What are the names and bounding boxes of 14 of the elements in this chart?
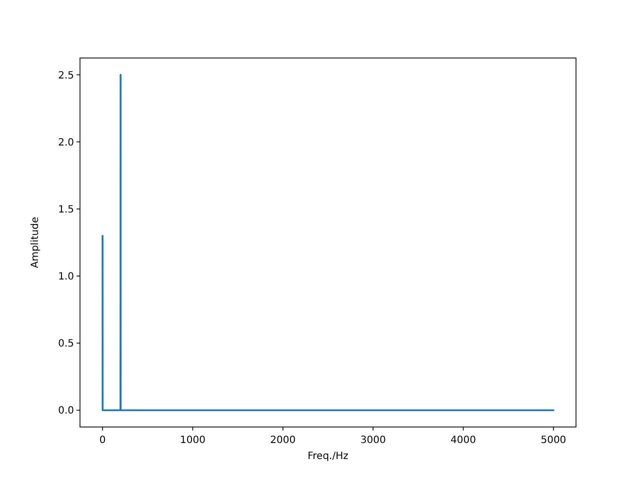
y-tick-label: 1.0 (58, 272, 74, 283)
x-axis-title: Freq./Hz (308, 451, 348, 462)
x-tick-label: 1000 (180, 435, 206, 446)
y-tick-label: 2.5 (58, 70, 74, 82)
x-tick-label: 2000 (270, 435, 296, 446)
y-tick-label: 0.5 (58, 338, 74, 350)
x-tick-label: 0 (99, 435, 106, 446)
x-tick-label: 4000 (450, 435, 476, 446)
x-tick-label: 3000 (360, 435, 386, 446)
y-tick-label: 0.0 (58, 406, 74, 417)
y-axis-title: Amplitude (30, 216, 41, 268)
y-tick-label: 1.5 (58, 204, 74, 216)
x-tick-label: 5000 (540, 435, 566, 446)
y-tick-label: 2.0 (58, 137, 74, 148)
